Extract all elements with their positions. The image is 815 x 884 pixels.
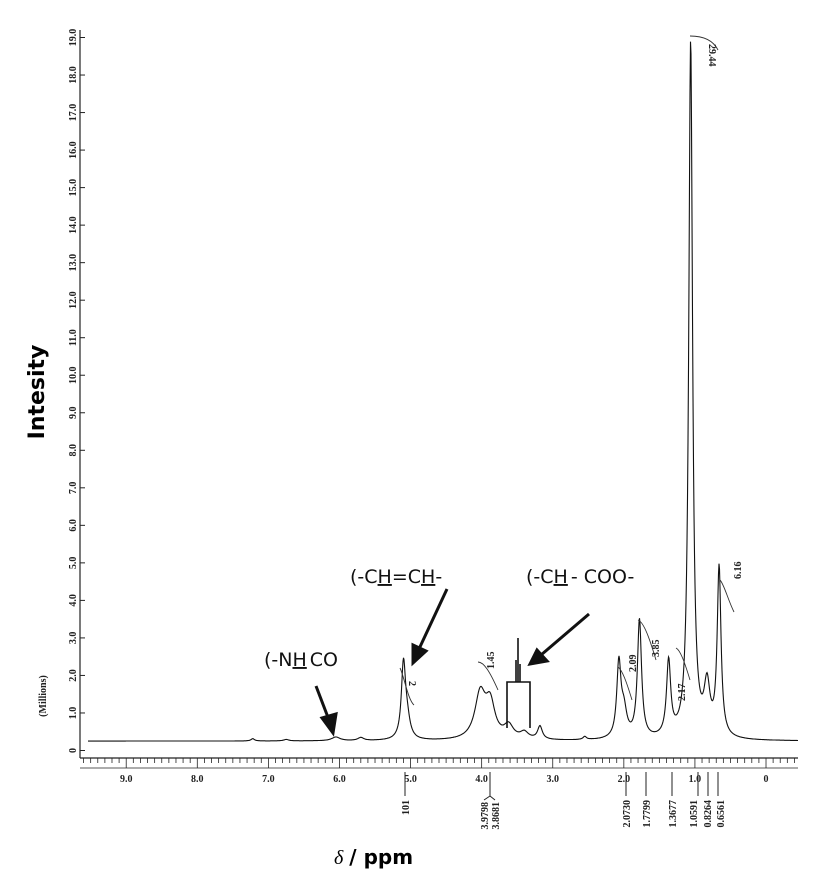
x-ticks: 9.0 8.0 7.0 6.0 5.0 4.0 3.0 2.0 1.0 0 xyxy=(83,758,795,785)
integral-label-1-45: 1.45 xyxy=(486,652,497,670)
y-tick-label: 13.0 xyxy=(68,254,79,272)
annotation-chch: (-CH=CH- xyxy=(350,566,442,588)
x-tick-label: 6.0 xyxy=(333,774,346,785)
x-tick-label: 4.0 xyxy=(475,774,488,785)
x-tick-label: 3.0 xyxy=(546,774,559,785)
integral-curves xyxy=(399,35,735,706)
arrow-chcoo-head xyxy=(527,647,550,666)
annotation-arrows xyxy=(314,588,590,737)
integral-label-29-44: 29.44 xyxy=(706,44,717,67)
integral-label-6-16: 6.16 xyxy=(733,562,744,580)
peak-label-3-8681: 3.8681 xyxy=(491,802,502,830)
integral-curve-5-1 xyxy=(399,667,415,706)
y-tick-label: 16.0 xyxy=(68,141,79,159)
integral-curve-2-17 xyxy=(675,647,691,681)
integral-label-2-17: 2.17 xyxy=(677,684,688,702)
y-tick-label: 0 xyxy=(68,748,79,753)
x-tick-label: 2.0 xyxy=(618,774,631,785)
x-tick-label: 7.0 xyxy=(262,774,275,785)
integral-curve-3-85 xyxy=(637,619,657,661)
y-tick-label: 7.0 xyxy=(68,482,79,495)
peak-label-3-9798: 3.9798 xyxy=(480,802,491,830)
peak-label-0-6561: 0.6561 xyxy=(716,800,727,828)
y-tick-label: 10.0 xyxy=(68,366,79,384)
peak-label-1-3677: 1.3677 xyxy=(668,800,679,828)
y-tick-label: 4.0 xyxy=(68,594,79,607)
y-tick-label: 1.0 xyxy=(68,707,79,720)
region-bracket xyxy=(506,638,531,728)
integral-curve-1-45 xyxy=(477,661,499,691)
peak-labels xyxy=(404,772,719,801)
y-tick-label: 5.0 xyxy=(68,557,79,570)
y-tick-label: 19.0 xyxy=(68,29,79,47)
y-tick-label: 15.0 xyxy=(68,179,79,197)
annotation-chcoo: (-CH - COO- xyxy=(526,566,634,588)
y-tick-label: 12.0 xyxy=(68,291,79,309)
annotation-nhco: (-NH CO xyxy=(264,649,338,671)
integral-curve-6-16 xyxy=(719,579,735,613)
spectrum-trace xyxy=(88,41,798,742)
y-tick-label: 3.0 xyxy=(68,632,79,645)
integral-curve-2-09 xyxy=(617,666,633,701)
arrow-nhco-head xyxy=(319,711,338,737)
y-tick-label: 14.0 xyxy=(68,216,79,234)
integral-label-2: 2 xyxy=(406,681,417,686)
y-axis-title: Intesity xyxy=(25,345,50,440)
y-tick-label: 18.0 xyxy=(68,66,79,84)
integral-curve-29-44 xyxy=(689,35,719,51)
x-tick-label: 5.0 xyxy=(404,774,417,785)
arrow-chch xyxy=(417,588,449,650)
y-tick-label: 8.0 xyxy=(68,444,79,457)
y-unit-label: (Millions) xyxy=(38,675,49,717)
integral-labels: 2 1.45 2.09 3.85 2.17 29.44 6.16 xyxy=(406,44,744,701)
integral-label-3-85: 3.85 xyxy=(651,640,662,658)
y-ticks: 0 1.0 2.0 3.0 4.0 5.0 6.0 7.0 8.0 9.0 10.0 11.0 12.0… xyxy=(68,29,85,753)
arrow-nhco xyxy=(314,685,331,721)
arrow-chch-head xyxy=(411,642,429,667)
x-axis-title: δ / ppm xyxy=(334,845,413,869)
peak-label-1-0591: 1.0591 xyxy=(689,800,700,828)
x-tick-label: 0 xyxy=(764,774,769,785)
peak-label-101: 101 xyxy=(401,800,412,815)
y-tick-label: 17.0 xyxy=(68,104,79,122)
integral-label-2-09: 2.09 xyxy=(628,655,639,673)
y-tick-label: 2.0 xyxy=(68,669,79,682)
peak-label-2-0730: 2.0730 xyxy=(622,800,633,828)
x-tick-label: 9.0 xyxy=(120,774,133,785)
arrow-chcoo xyxy=(540,612,590,657)
x-tick-label: 1.0 xyxy=(689,774,702,785)
y-tick-label: 11.0 xyxy=(68,329,79,346)
y-tick-label: 6.0 xyxy=(68,519,79,532)
y-tick-label: 9.0 xyxy=(68,407,79,420)
peak-label-0-8264: 0.8264 xyxy=(703,800,714,828)
x-tick-label: 8.0 xyxy=(191,774,204,785)
peak-label-1-7799: 1.7799 xyxy=(642,800,653,828)
